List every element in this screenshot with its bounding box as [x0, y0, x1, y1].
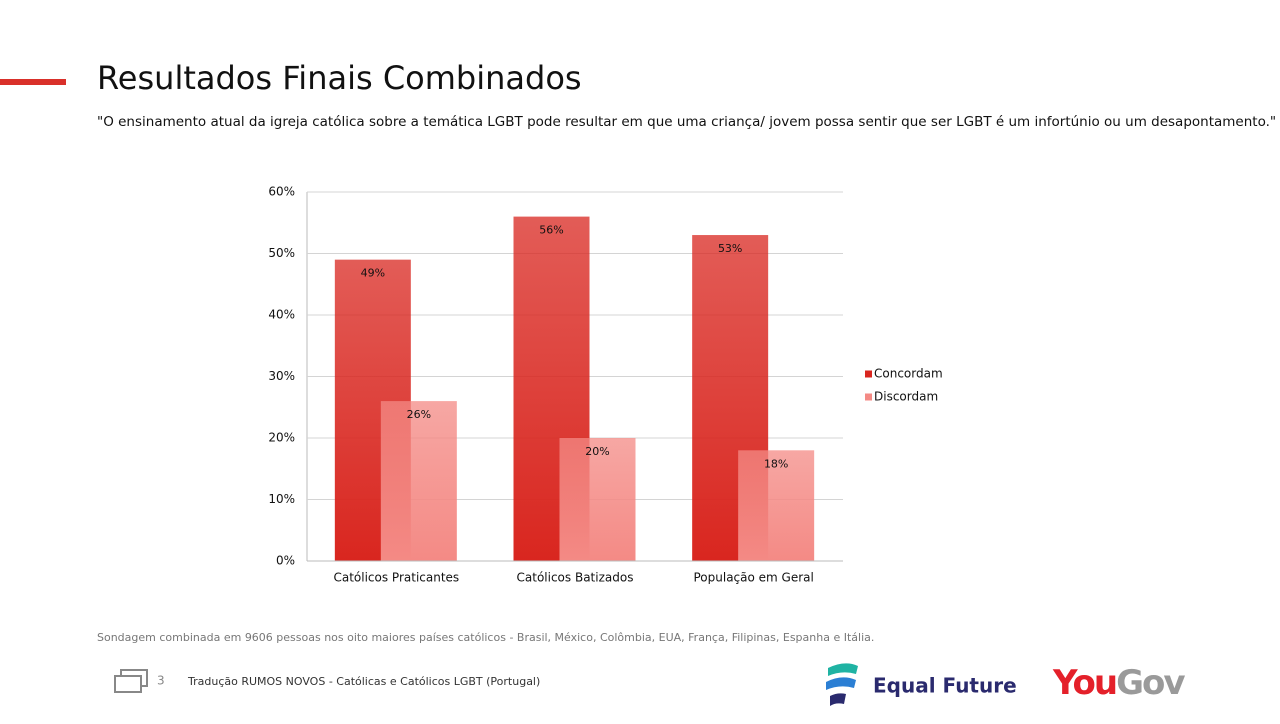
- data-label: 53%: [718, 242, 742, 255]
- footer: Tradução RUMOS NOVOS - Católicas e Catól…: [187, 675, 540, 688]
- x-tick-label: Católicos Batizados: [517, 571, 634, 585]
- logo-yougov: YouGov: [1052, 663, 1185, 703]
- y-tick-label: 0%: [276, 554, 295, 568]
- logo-equal-future: Equal Future: [873, 674, 1017, 698]
- slide-title: Resultados Finais Combinados: [97, 59, 582, 97]
- data-label: 26%: [407, 408, 431, 421]
- legend-label: Concordam: [874, 367, 943, 381]
- legend-label: Discordam: [874, 390, 938, 404]
- data-label: 49%: [361, 267, 385, 280]
- data-label: 20%: [585, 445, 609, 458]
- equal-future-icon: [826, 663, 858, 706]
- y-tick-label: 40%: [268, 308, 295, 322]
- subtitle: "O ensinamento atual da igreja católica …: [97, 114, 1276, 130]
- page-number: 3: [157, 674, 165, 688]
- x-tick-label: Católicos Praticantes: [333, 571, 459, 585]
- slide-icon: [114, 669, 148, 693]
- y-tick-label: 20%: [268, 431, 295, 445]
- y-tick-label: 60%: [268, 185, 295, 199]
- legend-swatch: [865, 393, 872, 401]
- footnote: Sondagem combinada em 9606 pessoas nos o…: [97, 631, 874, 644]
- data-label: 56%: [539, 224, 563, 237]
- y-tick-label: 50%: [268, 246, 295, 260]
- bar: [380, 401, 457, 561]
- bar: [559, 438, 636, 561]
- x-tick-label: População em Geral: [693, 571, 813, 585]
- legend-swatch: [865, 370, 872, 378]
- accent-bar: [0, 79, 66, 85]
- y-tick-label: 30%: [268, 369, 295, 383]
- y-tick-label: 10%: [268, 492, 295, 506]
- bar: [738, 450, 815, 561]
- logo-gov: Gov: [1116, 663, 1185, 703]
- data-label: 18%: [764, 457, 788, 470]
- logo-you: You: [1052, 663, 1116, 703]
